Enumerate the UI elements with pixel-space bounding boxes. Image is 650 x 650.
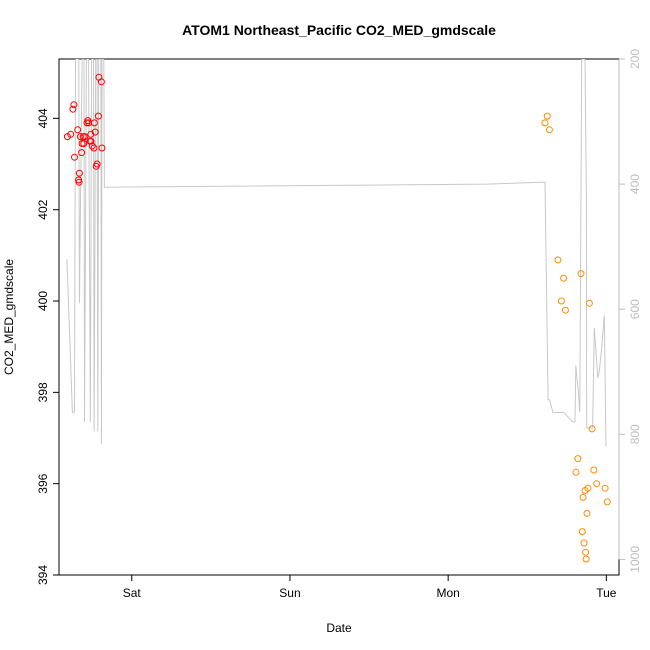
data-point-series-1 — [98, 144, 106, 152]
right-y-axis: 200 400 600 800 1000 — [618, 49, 642, 573]
data-point-series-1 — [88, 142, 96, 150]
x-tick-label: Mon — [436, 586, 459, 600]
data-point-series-1 — [91, 128, 99, 136]
data-point-series-1 — [70, 101, 78, 109]
chart-title: ATOM1 Northeast_Pacific CO2_MED_gmdscale — [182, 22, 496, 38]
data-point-series-2 — [560, 274, 568, 282]
data-point-series-2 — [593, 480, 601, 488]
data-point-series-2 — [579, 493, 587, 501]
pressure-line-layer — [66, 59, 607, 447]
data-point-series-2 — [545, 126, 553, 134]
y-tick-label: 398 — [36, 382, 50, 402]
data-point-series-1 — [90, 119, 98, 127]
x-axis-label: Date — [326, 621, 352, 635]
data-point-series-1 — [87, 130, 95, 138]
data-point-series-2 — [585, 299, 593, 307]
data-point-series-2 — [588, 425, 596, 433]
data-point-series-1 — [87, 137, 95, 145]
data-point-series-2 — [582, 555, 590, 563]
data-point-series-2 — [577, 270, 585, 278]
right-y-tick-label: 400 — [628, 174, 642, 194]
data-point-series-1 — [76, 133, 84, 141]
data-point-series-1 — [67, 130, 75, 138]
right-y-tick-label: 800 — [628, 424, 642, 444]
data-point-series-1 — [78, 149, 86, 157]
data-point-series-2 — [561, 306, 569, 314]
data-point-series-2 — [601, 484, 609, 492]
data-point-series-2 — [574, 455, 582, 463]
data-point-series-1 — [81, 133, 89, 141]
data-point-series-2 — [582, 548, 590, 556]
data-point-series-2 — [583, 509, 591, 517]
y-axis: 394 396 398 400 402 404 — [36, 108, 59, 585]
y-tick-label: 400 — [36, 291, 50, 311]
data-point-series-1 — [69, 105, 77, 113]
data-point-series-1 — [75, 178, 83, 186]
data-point-series-1 — [90, 144, 98, 152]
data-point-series-2 — [541, 119, 549, 127]
y-tick-label: 394 — [36, 565, 50, 585]
data-point-series-2 — [590, 466, 598, 474]
data-point-series-2 — [572, 468, 580, 476]
right-y-tick-label: 1000 — [628, 546, 642, 573]
data-point-series-2 — [580, 539, 588, 547]
plot-frame — [58, 58, 620, 576]
data-point-series-2 — [603, 498, 611, 506]
data-point-series-1 — [94, 112, 102, 120]
data-point-series-1 — [74, 126, 82, 134]
x-tick-label: Sat — [123, 586, 142, 600]
data-point-series-1 — [71, 153, 78, 161]
points-layer — [63, 73, 611, 563]
data-point-series-2 — [584, 484, 592, 492]
data-point-series-2 — [554, 256, 562, 264]
y-tick-label: 396 — [36, 473, 50, 493]
data-point-series-2 — [578, 528, 586, 536]
data-point-series-1 — [97, 78, 105, 86]
y-tick-label: 404 — [36, 108, 50, 128]
right-y-tick-label: 200 — [628, 49, 642, 69]
right-y-tick-label: 600 — [628, 299, 642, 319]
data-point-series-2 — [543, 112, 551, 120]
x-tick-label: Sun — [279, 586, 300, 600]
x-axis: Sat Sun Mon Tue — [123, 575, 617, 600]
x-tick-label: Tue — [596, 586, 617, 600]
data-point-series-2 — [557, 297, 565, 305]
y-axis-label: CO2_MED_gmdscale — [2, 259, 16, 375]
data-point-series-1 — [80, 140, 88, 147]
data-point-series-1 — [75, 169, 83, 177]
pressure-line — [66, 59, 607, 447]
data-point-series-1 — [93, 160, 101, 168]
y-tick-label: 402 — [36, 199, 50, 219]
